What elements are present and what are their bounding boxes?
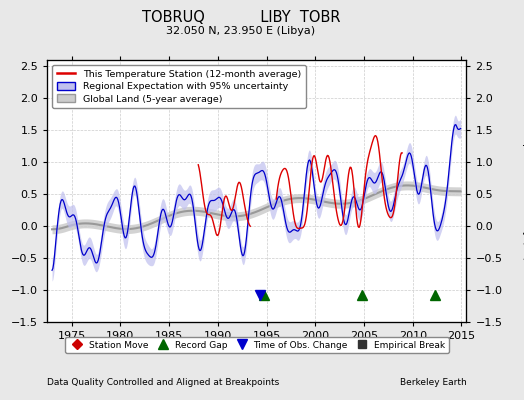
Legend: This Temperature Station (12-month average), Regional Expectation with 95% uncer: This Temperature Station (12-month avera…: [52, 65, 306, 108]
Text: Data Quality Controlled and Aligned at Breakpoints: Data Quality Controlled and Aligned at B…: [47, 378, 279, 387]
Text: 32.050 N, 23.950 E (Libya): 32.050 N, 23.950 E (Libya): [167, 26, 315, 36]
Text: TOBRUQ            LIBY  TOBR: TOBRUQ LIBY TOBR: [142, 10, 340, 25]
Legend: Station Move, Record Gap, Time of Obs. Change, Empirical Break: Station Move, Record Gap, Time of Obs. C…: [65, 337, 449, 353]
Y-axis label: Temperature Anomaly (°C): Temperature Anomaly (°C): [522, 122, 524, 260]
Text: Berkeley Earth: Berkeley Earth: [400, 378, 466, 387]
